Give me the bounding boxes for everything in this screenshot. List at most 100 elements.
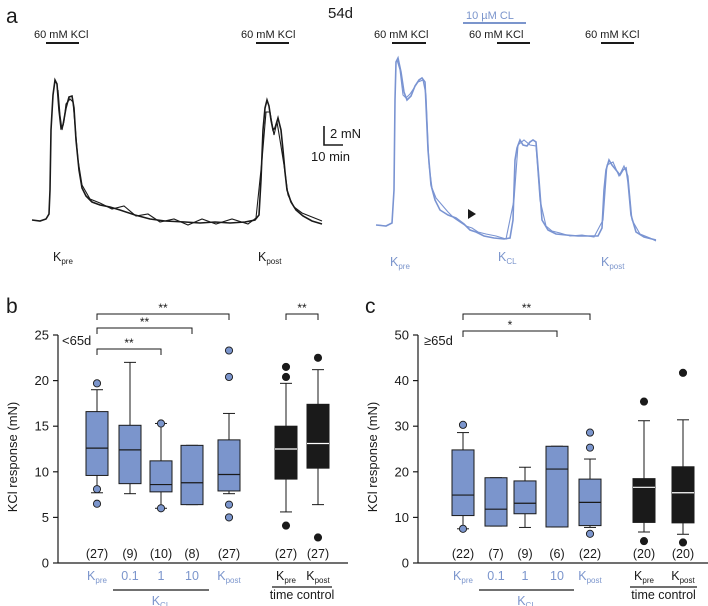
blue-trace-stim-1: 60 mM KCl	[374, 29, 428, 44]
scale-time: 10 min	[311, 149, 350, 164]
y-tick-label: 50	[395, 328, 409, 343]
age-label-54d: 54d	[328, 5, 353, 22]
box-iqr	[118, 424, 142, 485]
sample-count: (6)	[549, 547, 564, 561]
outlier-point	[639, 537, 649, 546]
box-iqr	[545, 445, 569, 528]
box-4	[217, 346, 241, 522]
outlier-point	[313, 533, 323, 542]
outlier-point	[281, 521, 291, 530]
category-label: Kpre	[87, 569, 107, 585]
significance-label: **	[140, 315, 150, 329]
box-iqr	[513, 480, 537, 515]
y-tick-label: 30	[395, 419, 409, 434]
y-tick-label: 25	[35, 328, 49, 343]
box-iqr	[217, 439, 241, 492]
category-label: Kpost	[217, 569, 241, 585]
box-iqr	[306, 403, 330, 469]
sample-count: (9)	[122, 547, 137, 561]
outlier-point	[585, 529, 595, 538]
category-label: Kpre	[634, 569, 654, 585]
box-iqr	[274, 425, 298, 480]
box-0	[451, 420, 475, 533]
y-tick-label: 10	[35, 464, 49, 479]
stim-label: 60 mM KCl	[241, 29, 295, 41]
significance-label: **	[158, 301, 168, 315]
panel-b-label: b	[6, 295, 18, 318]
y-axis-label: KCl response (mN)	[365, 402, 380, 513]
blue-label-kcl: KCL	[498, 250, 517, 266]
age-group-label: ≥65d	[424, 333, 453, 348]
panel-b-boxplot: 0 5 10 15 20 25 KCl response (mN) <65d ** ** ** ** (…	[5, 301, 348, 606]
box-iqr	[85, 411, 109, 476]
significance-label: **	[522, 301, 532, 315]
significance-bracket	[462, 330, 558, 337]
outlier-point	[281, 362, 291, 371]
outlier-point	[224, 346, 234, 355]
outlier-point	[92, 485, 102, 494]
box-iqr	[484, 477, 508, 527]
sample-count: (22)	[579, 547, 601, 561]
category-label: 0.1	[487, 569, 504, 583]
box-2	[149, 419, 173, 513]
box-0	[85, 379, 109, 508]
box-2	[513, 466, 537, 528]
outlier-point	[458, 420, 468, 429]
sample-count: (27)	[275, 547, 297, 561]
box-5	[632, 397, 656, 546]
black-label-kpre: Kpre	[53, 250, 73, 266]
y-tick-label: 15	[35, 419, 49, 434]
y-tick-label: 20	[395, 464, 409, 479]
significance-bracket	[96, 348, 162, 355]
outlier-point	[678, 368, 688, 377]
category-label: 10	[185, 569, 199, 583]
y-tick-label: 40	[395, 373, 409, 388]
y-axis-label: KCl response (mN)	[5, 402, 20, 513]
significance-label: *	[508, 318, 513, 332]
age-group-label: <65d	[62, 333, 91, 348]
outlier-point	[224, 500, 234, 509]
black-trace-stim-2: 60 mM KCl	[241, 29, 295, 44]
sample-count: (20)	[672, 547, 694, 561]
category-label: Kpost	[306, 569, 330, 585]
box-1	[118, 361, 142, 495]
outlier-point	[92, 499, 102, 508]
category-label: 1	[158, 569, 165, 583]
blue-trace-stim-3: 60 mM KCl	[585, 29, 639, 44]
box-iqr	[451, 449, 475, 517]
panel-c-label: c	[365, 295, 376, 318]
category-label: Kpost	[578, 569, 602, 585]
box-iqr	[671, 466, 695, 524]
sample-count: (22)	[452, 547, 474, 561]
box-iqr	[149, 460, 173, 493]
category-label: Kpre	[453, 569, 473, 585]
significance-bracket	[96, 313, 230, 320]
outlier-point	[281, 372, 291, 382]
outlier-point	[156, 504, 166, 513]
outlier-point	[585, 443, 595, 452]
box-6	[306, 353, 330, 542]
y-tick-label: 0	[42, 556, 49, 571]
significance-label: **	[297, 301, 307, 315]
outlier-point	[585, 428, 595, 437]
blue-cl-trace	[375, 55, 657, 241]
category-label: 1	[522, 569, 529, 583]
significance-bracket	[96, 327, 193, 334]
stim-label: 60 mM KCl	[34, 29, 88, 41]
box-5	[274, 362, 298, 530]
outlier-point	[678, 538, 688, 547]
box-6	[671, 368, 695, 547]
significance-label: **	[124, 336, 134, 350]
significance-bracket	[285, 313, 319, 320]
box-3	[545, 445, 569, 528]
black-label-kpost: Kpost	[258, 250, 282, 266]
sample-count: (20)	[633, 547, 655, 561]
stim-label: 60 mM KCl	[585, 29, 639, 41]
box-1	[484, 477, 508, 527]
scale-force: 2 mN	[330, 126, 361, 141]
box-iqr	[180, 444, 204, 506]
significance-bracket	[462, 313, 591, 320]
y-tick-label: 10	[395, 510, 409, 525]
